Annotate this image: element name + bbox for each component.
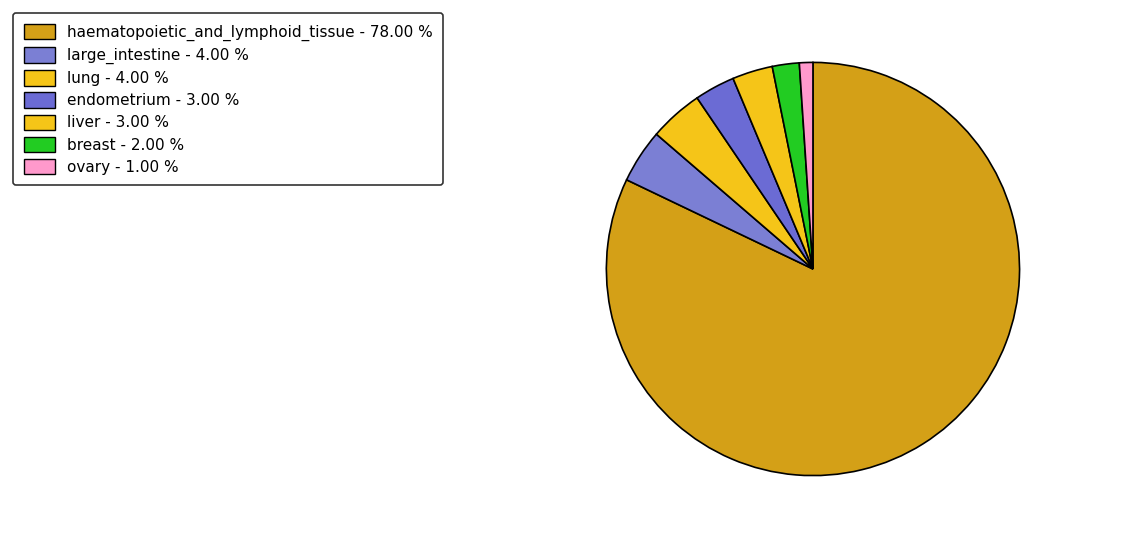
Wedge shape bbox=[697, 79, 813, 269]
Wedge shape bbox=[626, 134, 813, 269]
Wedge shape bbox=[733, 67, 813, 269]
Wedge shape bbox=[656, 98, 813, 269]
Wedge shape bbox=[799, 62, 813, 269]
Wedge shape bbox=[772, 63, 813, 269]
Legend: haematopoietic_and_lymphoid_tissue - 78.00 %, large_intestine - 4.00 %, lung - 4: haematopoietic_and_lymphoid_tissue - 78.… bbox=[14, 13, 443, 186]
Wedge shape bbox=[607, 62, 1019, 476]
